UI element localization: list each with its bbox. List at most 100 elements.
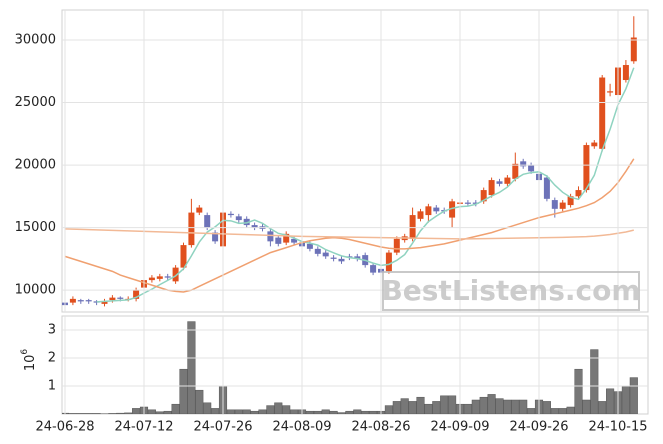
candle-body bbox=[338, 258, 345, 262]
candle-body bbox=[314, 248, 321, 254]
scale-exponent: 6 bbox=[20, 349, 30, 355]
volume-bar bbox=[598, 401, 607, 414]
volume-bar bbox=[503, 399, 512, 414]
candle-body bbox=[472, 202, 479, 204]
candle-body bbox=[85, 300, 92, 302]
candle-body bbox=[512, 163, 519, 179]
candle-body bbox=[599, 77, 606, 149]
candle-body bbox=[172, 267, 179, 282]
y-tick-label: 3 bbox=[48, 323, 56, 338]
candle-body bbox=[283, 233, 290, 243]
volume-panel bbox=[61, 315, 649, 415]
volume-bar bbox=[408, 401, 417, 414]
volume-bar bbox=[558, 408, 567, 414]
candle-body bbox=[409, 215, 416, 239]
candle-body bbox=[109, 297, 116, 301]
x-tick-label: 24-10-15 bbox=[588, 420, 647, 435]
volume-bar bbox=[353, 409, 362, 414]
volume-bar bbox=[621, 385, 630, 414]
volume-bar bbox=[266, 405, 275, 414]
candle-body bbox=[433, 207, 440, 212]
candle-body bbox=[330, 257, 337, 259]
volume-bar bbox=[606, 388, 615, 414]
volume-bar bbox=[361, 410, 370, 414]
volume-bar bbox=[234, 409, 243, 414]
y-tick-label: 20000 bbox=[15, 158, 56, 173]
volume-bar bbox=[629, 377, 638, 414]
volume-bar bbox=[582, 399, 591, 414]
volume-bar bbox=[384, 405, 393, 414]
candle-body bbox=[267, 231, 274, 242]
scale-base: 10 bbox=[23, 355, 38, 372]
candle-body bbox=[551, 200, 558, 209]
candle-body bbox=[275, 237, 282, 244]
candle-body bbox=[251, 225, 258, 228]
volume-bar bbox=[68, 413, 77, 414]
volume-bar bbox=[305, 410, 314, 414]
candle-body bbox=[133, 290, 140, 299]
volume-bar bbox=[392, 401, 401, 414]
candle-body bbox=[520, 161, 527, 167]
volume-bar bbox=[274, 402, 283, 414]
candle-body bbox=[583, 145, 590, 191]
candle-body bbox=[417, 211, 424, 219]
volume-bar bbox=[471, 399, 480, 414]
volume-bar bbox=[511, 399, 520, 414]
candle-body bbox=[607, 91, 614, 93]
volume-bar bbox=[345, 410, 354, 414]
watermark-text: BestListens.com bbox=[381, 274, 640, 307]
y-tick-label: 1 bbox=[48, 379, 56, 394]
candle-body bbox=[77, 300, 84, 302]
volume-bar bbox=[448, 395, 457, 414]
candle-body bbox=[148, 277, 155, 281]
volume-scale: 106 bbox=[20, 349, 38, 372]
volume-bar bbox=[76, 413, 85, 414]
candle-body bbox=[180, 245, 187, 268]
candle-body bbox=[204, 215, 211, 228]
volume-bar bbox=[226, 409, 235, 414]
volume-bar bbox=[108, 413, 117, 414]
volume-bar bbox=[116, 412, 125, 414]
volume-plot bbox=[62, 321, 638, 414]
volume-bar bbox=[195, 389, 204, 414]
candle-body bbox=[306, 243, 313, 249]
volume-bar bbox=[329, 410, 338, 414]
volume-bar bbox=[574, 368, 583, 414]
volume-bar bbox=[550, 408, 559, 414]
candle-body bbox=[385, 252, 392, 272]
candle-body bbox=[164, 276, 171, 278]
y-tick-label: 25000 bbox=[15, 95, 56, 110]
candle-body bbox=[496, 181, 503, 184]
volume-bar bbox=[440, 395, 449, 414]
volume-bar bbox=[590, 349, 599, 414]
moving-average-line bbox=[64, 228, 634, 240]
candle-body bbox=[370, 265, 377, 273]
volume-bar bbox=[171, 403, 180, 414]
candle-body bbox=[488, 180, 495, 196]
volume-bar bbox=[432, 401, 441, 414]
x-tick-label: 24-07-26 bbox=[193, 420, 252, 435]
volume-bar bbox=[84, 413, 93, 414]
candle-body bbox=[567, 196, 574, 206]
candle-body bbox=[69, 298, 76, 303]
x-tick-label: 24-07-12 bbox=[114, 420, 173, 435]
x-tick-label: 24-08-09 bbox=[272, 420, 331, 435]
volume-bar bbox=[132, 408, 141, 414]
volume-bar bbox=[487, 394, 496, 414]
volume-bar bbox=[258, 409, 267, 414]
volume-bar bbox=[124, 412, 133, 414]
volume-bar bbox=[282, 405, 291, 414]
candle-body bbox=[93, 301, 100, 303]
candle-body bbox=[480, 190, 487, 202]
candle-body bbox=[393, 238, 400, 253]
volume-bar bbox=[416, 396, 425, 414]
x-tick-label: 24-09-26 bbox=[509, 420, 568, 435]
volume-bar bbox=[242, 409, 251, 414]
candle-body bbox=[543, 177, 550, 199]
volume-bar bbox=[566, 406, 575, 414]
volume-bar bbox=[463, 403, 472, 414]
volume-bar bbox=[495, 398, 504, 414]
y-tick-label: 10000 bbox=[15, 283, 56, 298]
volume-bar bbox=[542, 401, 551, 414]
